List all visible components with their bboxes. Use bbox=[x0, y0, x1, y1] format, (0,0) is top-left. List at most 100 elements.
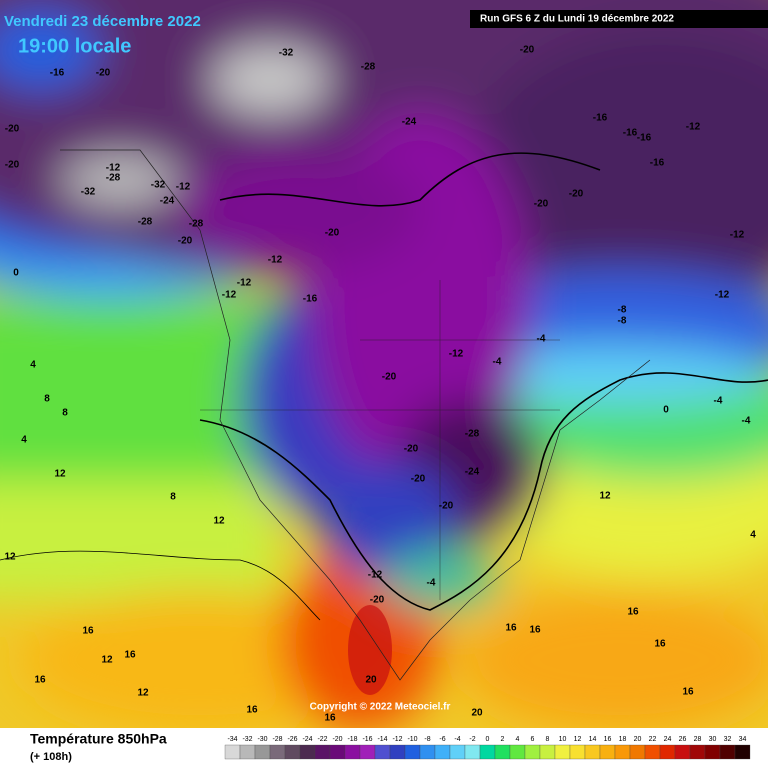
contour-label: -32 bbox=[81, 187, 96, 198]
legend-tick-label: -14 bbox=[377, 736, 387, 743]
lead-time: (+ 108h) bbox=[30, 751, 72, 763]
legend-tick-label: 0 bbox=[486, 736, 490, 743]
legend-swatch bbox=[524, 744, 541, 760]
legend-swatch bbox=[269, 744, 286, 760]
legend-tick-label: -32 bbox=[242, 736, 252, 743]
legend-swatch bbox=[464, 744, 481, 760]
contour-label: -20 bbox=[404, 444, 419, 455]
contour-label: -20 bbox=[411, 474, 426, 485]
legend-tick-label: 26 bbox=[679, 736, 687, 743]
contour-label: -4 bbox=[742, 416, 751, 427]
legend-swatch bbox=[344, 744, 361, 760]
legend-tick-label: -10 bbox=[407, 736, 417, 743]
legend-swatch bbox=[389, 744, 406, 760]
contour-label: 20 bbox=[365, 675, 377, 686]
contour-label: -28 bbox=[189, 219, 204, 230]
contour-label: -20 bbox=[178, 236, 193, 247]
date: Vendredi 23 décembre 2022 bbox=[4, 13, 201, 30]
map-labels: -20-16 -20-32-28-24-20-20-16-16 -16-12-16-… bbox=[4, 45, 756, 724]
contour-label: -32 bbox=[279, 48, 294, 59]
contour-label: -28 bbox=[106, 173, 121, 184]
legend-swatch bbox=[539, 744, 556, 760]
legend-swatch bbox=[404, 744, 421, 760]
legend-tick-label: 28 bbox=[694, 736, 702, 743]
legend-swatch bbox=[569, 744, 586, 760]
legend-tick-label: 18 bbox=[619, 736, 627, 743]
legend-swatch bbox=[494, 744, 511, 760]
legend-tick-label: -16 bbox=[362, 736, 372, 743]
contour-label: -20 bbox=[534, 199, 549, 210]
contour-label: -20 bbox=[382, 372, 397, 383]
contour-label: -12 bbox=[715, 290, 730, 301]
legend-swatch bbox=[299, 744, 316, 760]
contour-label: 0 bbox=[13, 268, 19, 279]
contour-label: -12 bbox=[730, 230, 745, 241]
contour-label: 8 bbox=[44, 394, 50, 405]
legend-tick-label: -30 bbox=[257, 736, 267, 743]
contour-label: 16 bbox=[324, 713, 336, 724]
legend-tick-label: -22 bbox=[317, 736, 327, 743]
legend-tick-label: 20 bbox=[634, 736, 642, 743]
contour-label: 4 bbox=[21, 435, 27, 446]
contour-label: -4 bbox=[714, 396, 723, 407]
legend-tick-label: -20 bbox=[332, 736, 342, 743]
legend-swatch bbox=[644, 744, 661, 760]
contour-label: -20 bbox=[520, 45, 535, 56]
contour-label: 12 bbox=[599, 491, 611, 502]
color-legend: -34 -32 -30 -28 -26 -24 -22 -20 -18 -16 -14 -12 -10-… bbox=[224, 736, 751, 760]
contour-label: -12 bbox=[268, 255, 283, 266]
legend-swatch bbox=[239, 744, 256, 760]
legend-tick-label: 32 bbox=[724, 736, 732, 743]
contour-label: 16 bbox=[505, 623, 517, 634]
legend-tick-label: -6 bbox=[439, 736, 445, 743]
contour-label: -12 bbox=[449, 349, 464, 360]
legend-swatch bbox=[659, 744, 676, 760]
contour-label: 0 bbox=[663, 405, 669, 416]
legend-swatch bbox=[359, 744, 376, 760]
legend-swatch bbox=[554, 744, 571, 760]
contour-label: -12 bbox=[686, 122, 701, 133]
contour-label: 12 bbox=[4, 552, 16, 563]
contour-label: -16 bbox=[303, 294, 318, 305]
contour-label: -16 bbox=[623, 128, 638, 139]
contour-label: 16 bbox=[529, 625, 541, 636]
legend-swatch bbox=[734, 744, 751, 760]
contour-label: 16 bbox=[82, 626, 94, 637]
legend-tick-label: -28 bbox=[272, 736, 282, 743]
legend-tick-label: -2 bbox=[469, 736, 475, 743]
legend-tick-label: 30 bbox=[709, 736, 717, 743]
contour-label: -32 bbox=[151, 180, 166, 191]
contour-label: -16 bbox=[50, 68, 65, 79]
contour-label: -20 bbox=[325, 228, 340, 239]
contour-label: 12 bbox=[213, 516, 225, 527]
legend-tick-label: 6 bbox=[531, 736, 535, 743]
legend-swatch bbox=[329, 744, 346, 760]
run-info: Run GFS 6 Z du Lundi 19 décembre 2022 bbox=[480, 14, 674, 25]
legend-tick-label: 24 bbox=[664, 736, 672, 743]
legend-tick-label: 8 bbox=[546, 736, 550, 743]
legend-tick-label: 22 bbox=[649, 736, 657, 743]
contour-label: -4 bbox=[427, 578, 436, 589]
copyright: Copyright © 2022 Meteociel.fr bbox=[310, 702, 451, 713]
contour-label: -20 bbox=[569, 189, 584, 200]
contour-label: -20 bbox=[370, 595, 385, 606]
legend-tick-label: -4 bbox=[454, 736, 460, 743]
contour-label: -16 bbox=[637, 133, 652, 144]
legend-swatch bbox=[374, 744, 391, 760]
legend-tick-label: -34 bbox=[227, 736, 237, 743]
legend-swatch bbox=[254, 744, 271, 760]
contour-label: -12 bbox=[237, 278, 252, 289]
legend-swatch bbox=[614, 744, 631, 760]
contour-label: 16 bbox=[682, 687, 694, 698]
contour-label: -28 bbox=[361, 62, 376, 73]
legend-tick-label: 14 bbox=[589, 736, 597, 743]
legend-swatch bbox=[449, 744, 466, 760]
contour-label: -12 bbox=[222, 290, 237, 301]
footer-title: Température 850hPa bbox=[30, 731, 167, 747]
contour-label: -28 bbox=[465, 429, 480, 440]
contour-label: 16 bbox=[627, 607, 639, 618]
legend-tick-label: -12 bbox=[392, 736, 402, 743]
contour-label: -20 bbox=[96, 68, 111, 79]
legend-tick-label: 10 bbox=[559, 736, 567, 743]
contour-label: -4 bbox=[493, 357, 502, 368]
